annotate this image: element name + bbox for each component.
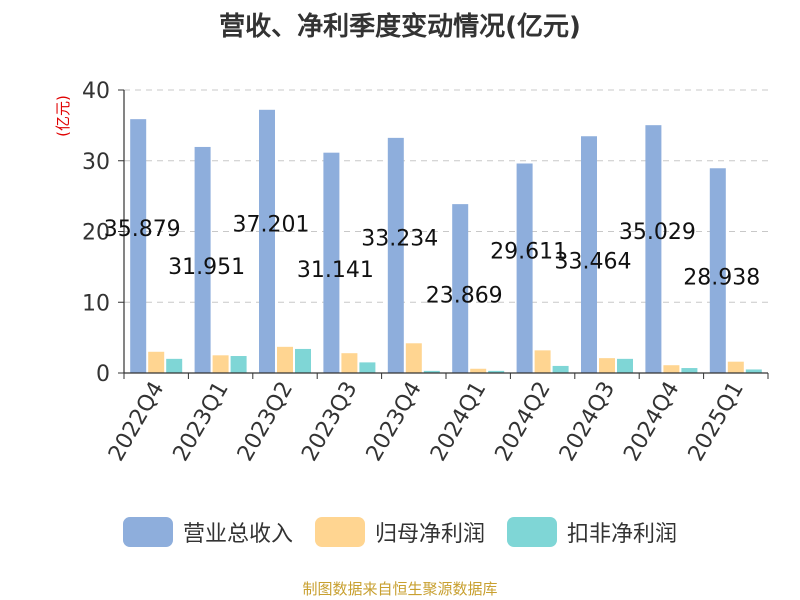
bar-revenue [194,146,211,373]
data-labels: 35.879 31.951 37.201 31.141 33.234 23.869 29.6… [104,212,761,308]
x-tick-label: 2024Q3 [555,378,620,466]
data-label-revenue: 28.938 [683,266,760,291]
y-tick-label: 20 [82,221,110,246]
bar-deducted-profit [359,362,376,373]
bar-deducted-profit [166,358,183,373]
bar-net-profit [148,351,165,373]
grid-lines [124,89,768,303]
bar-revenue [323,152,340,373]
legend-item-net-profit[interactable]: 归母净利润 [314,516,485,548]
bars [130,109,762,374]
bar-net-profit [599,358,615,373]
bar-deducted-profit [295,348,311,373]
x-tick-label: 2024Q1 [426,378,491,466]
y-tick-label: 30 [82,150,110,175]
bar-deducted-profit [488,370,505,373]
x-tick-label: 2022Q4 [104,378,169,466]
bar-revenue [645,125,662,373]
y-axis-label: (亿元) [54,95,72,137]
x-tick-label: 2024Q4 [619,378,684,466]
bar-revenue [709,168,726,373]
y-tick-label: 40 [82,79,110,104]
data-label-revenue: 37.201 [233,212,310,237]
data-label-revenue: 31.951 [168,255,245,280]
x-tick-label: 2023Q2 [233,378,298,466]
x-tick-label: 2025Q1 [684,378,749,466]
data-label-revenue: 35.879 [104,217,181,242]
data-label-revenue: 31.141 [297,258,374,283]
y-tick-label: 10 [82,291,110,316]
bar-revenue [452,204,469,373]
bar-deducted-profit [745,369,762,373]
bar-net-profit [405,343,422,373]
legend-swatch-revenue [122,517,173,547]
x-tick-label: 2024Q2 [490,378,555,466]
legend-item-revenue[interactable]: 营业总收入 [122,516,293,548]
data-label-revenue: 35.029 [619,220,696,245]
data-label-revenue: 33.234 [361,226,438,251]
bar-net-profit [470,368,487,373]
legend: 营业总收入 归母净利润 扣非净利润 [0,516,800,548]
data-label-revenue: 29.611 [490,239,567,264]
bar-net-profit [727,361,744,373]
legend-swatch-deducted-profit [507,517,557,547]
legend-label-revenue: 营业总收入 [182,522,293,547]
bar-net-profit [341,353,358,373]
bar-net-profit [277,346,293,373]
legend-label-net-profit: 归母净利润 [374,522,485,547]
y-tick-label: 0 [96,362,110,387]
legend-swatch-net-profit [314,517,365,547]
bar-deducted-profit [681,368,698,373]
bar-revenue [130,119,147,374]
x-tick-label: 2023Q4 [362,378,427,466]
bar-net-profit [212,355,229,373]
bar-deducted-profit [230,356,247,373]
bar-revenue [581,136,597,373]
legend-label-deducted-profit: 扣非净利润 [567,522,678,547]
bar-net-profit [663,365,680,373]
bar-revenue [516,163,533,373]
bar-net-profit [534,350,551,373]
chart-title: 营收、净利季度变动情况(亿元) [219,12,581,42]
data-label-revenue: 23.869 [426,284,503,309]
source-note: 制图数据来自恒生聚源数据库 [302,580,498,598]
x-tick-label: 2023Q3 [297,378,362,466]
data-label-revenue: 33.464 [555,250,632,275]
bar-deducted-profit [552,365,569,373]
bar-deducted-profit [423,370,440,373]
bar-revenue [387,137,404,373]
bar-revenue [259,109,275,374]
bar-deducted-profit [617,358,633,373]
x-tick-label: 2023Q1 [168,378,233,466]
legend-item-deducted-profit[interactable]: 扣非净利润 [507,516,677,548]
